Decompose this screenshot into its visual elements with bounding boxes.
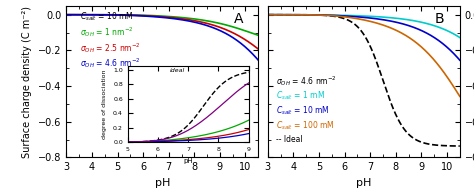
Text: $C_{salt}$ = 100 mM: $C_{salt}$ = 100 mM	[275, 119, 334, 132]
Text: B: B	[435, 12, 445, 26]
Text: $\sigma_{OH}$ = 4.6 nm$^{-2}$: $\sigma_{OH}$ = 4.6 nm$^{-2}$	[275, 74, 337, 88]
Text: A: A	[233, 12, 243, 26]
Text: $C_{salt}$ = 10 mM: $C_{salt}$ = 10 mM	[80, 10, 134, 23]
X-axis label: pH: pH	[356, 178, 372, 188]
Text: $C_{salt}$ = 1 mM: $C_{salt}$ = 1 mM	[275, 89, 325, 102]
Text: $\sigma_{OH}$ = 4.6 nm$^{-2}$: $\sigma_{OH}$ = 4.6 nm$^{-2}$	[80, 56, 141, 70]
Text: $\sigma_{OH}$ = 1 nm$^{-2}$: $\sigma_{OH}$ = 1 nm$^{-2}$	[80, 26, 133, 39]
Text: $\sigma_{OH}$ = 2.5 nm$^{-2}$: $\sigma_{OH}$ = 2.5 nm$^{-2}$	[80, 41, 141, 55]
X-axis label: pH: pH	[155, 178, 170, 188]
Text: $C_{salt}$ = 10 mM: $C_{salt}$ = 10 mM	[275, 104, 329, 117]
Text: -- Ideal: -- Ideal	[275, 135, 302, 144]
Y-axis label: Surface charge density (C m⁻²): Surface charge density (C m⁻²)	[22, 6, 32, 158]
